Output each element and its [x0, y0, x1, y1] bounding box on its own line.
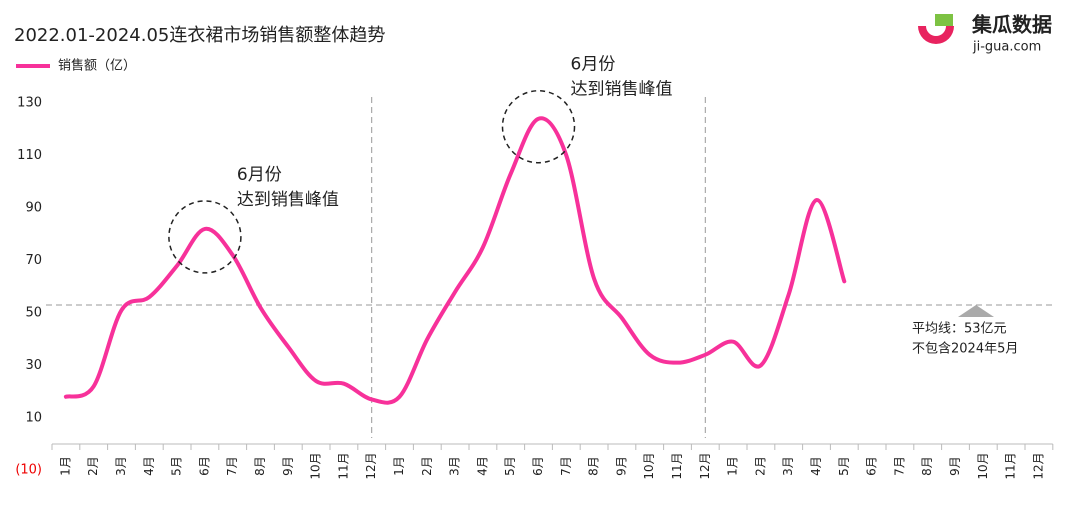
- annotation: 6月份: [237, 165, 282, 185]
- average-note: 平均线：53亿元: [912, 321, 1007, 336]
- x-tick-label: 4月: [142, 456, 156, 476]
- x-tick-label: 2月: [420, 456, 434, 476]
- x-tick-label: 6月: [197, 456, 211, 476]
- x-tick-label: 4月: [475, 456, 489, 476]
- annotation: 6月份: [571, 55, 616, 75]
- y-tick-label: 130: [17, 96, 42, 111]
- logo-url: ji-gua.com: [972, 40, 1041, 55]
- average-marker: [958, 304, 994, 317]
- logo: 集瓜数据 ji-gua.com: [918, 13, 1052, 55]
- x-tick-label: 1月: [58, 456, 72, 476]
- x-tick-label: 4月: [809, 456, 823, 476]
- x-tick-label: 9月: [948, 456, 962, 476]
- x-tick-label: 8月: [253, 456, 267, 476]
- x-tick-label: 7月: [559, 456, 573, 476]
- y-tick-label: 70: [25, 253, 42, 268]
- x-tick-label: 6月: [531, 456, 545, 476]
- x-tick-label: 11月: [336, 452, 350, 479]
- x-tick-label: 11月: [1004, 452, 1018, 479]
- logo-name: 集瓜数据: [971, 13, 1052, 37]
- y-tick-label: (10): [15, 463, 42, 478]
- x-tick-label: 3月: [781, 456, 795, 476]
- annotation: 达到销售峰值: [571, 80, 673, 100]
- x-tick-label: 5月: [837, 456, 851, 476]
- y-tick-label: 50: [25, 305, 42, 320]
- x-tick-label: 6月: [865, 456, 879, 476]
- x-tick-label: 2月: [86, 456, 100, 476]
- x-tick-label: 1月: [392, 456, 406, 476]
- x-tick-label: 12月: [364, 452, 378, 479]
- average-note: 不包含2024年5月: [912, 340, 1018, 356]
- peak-circle: [501, 89, 576, 164]
- x-tick-label: 3月: [114, 456, 128, 476]
- x-tick-label: 9月: [614, 456, 628, 476]
- x-tick-label: 2月: [753, 456, 767, 476]
- logo-cup: [918, 26, 954, 44]
- x-tick-label: 7月: [225, 456, 239, 476]
- y-tick-label: 10: [25, 410, 42, 425]
- x-tick-label: 9月: [281, 456, 295, 476]
- x-tick-label: 8月: [920, 456, 934, 476]
- sales-line: [63, 116, 847, 405]
- chart-title: 2022.01-2024.05连衣裙市场销售额整体趋势: [14, 25, 385, 46]
- x-tick-label: 8月: [587, 456, 601, 476]
- x-tick-label: 10月: [976, 452, 990, 479]
- x-tick-label: 7月: [892, 456, 906, 476]
- x-tick-label: 11月: [670, 452, 684, 479]
- x-tick-label: 3月: [448, 456, 462, 476]
- x-tick-label: 1月: [726, 456, 740, 476]
- y-tick-label: 90: [25, 200, 42, 215]
- x-tick-label: 12月: [1031, 452, 1045, 479]
- y-tick-label: 110: [17, 148, 42, 163]
- logo-leaf: [935, 14, 953, 26]
- x-tick-label: 5月: [503, 456, 517, 476]
- legend-label: 销售额（亿）: [58, 58, 136, 74]
- x-tick-label: 10月: [642, 452, 656, 479]
- x-tick-label: 5月: [170, 456, 184, 476]
- annotation: 达到销售峰值: [237, 190, 339, 210]
- x-tick-label: 12月: [698, 452, 712, 479]
- x-tick-label: 10月: [309, 452, 323, 479]
- peak-circle: [168, 200, 242, 274]
- y-tick-label: 30: [25, 358, 42, 373]
